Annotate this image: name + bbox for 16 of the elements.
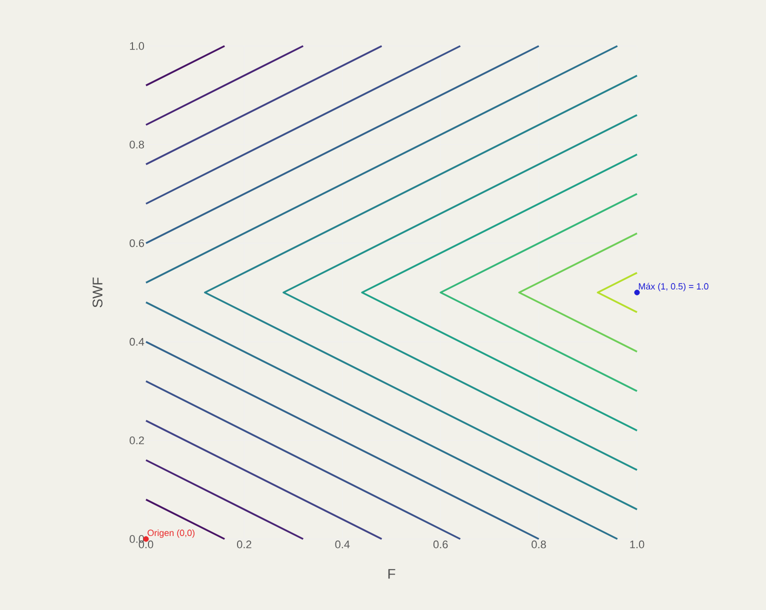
annotation: Origen (0,0) xyxy=(148,529,194,538)
y-tick-label: 1.0 xyxy=(130,42,144,50)
y-tick-label: 0.2 xyxy=(130,436,144,444)
x-tick-label: 0.6 xyxy=(433,540,448,548)
y-tick-label: 0.4 xyxy=(130,338,144,346)
x-tick-label: 0.4 xyxy=(335,540,350,548)
x-tick-label: 0.0 xyxy=(138,540,154,548)
y-tick-label: 0.0 xyxy=(130,535,144,543)
x-axis-title: F xyxy=(388,569,396,579)
x-tick-label: 0.8 xyxy=(532,540,546,548)
y-tick-label: 0.6 xyxy=(130,239,144,248)
y-tick-label: 0.8 xyxy=(130,140,144,148)
x-tick-label: 1.0 xyxy=(630,540,644,548)
y-axis-title: SWF xyxy=(92,278,102,308)
annotation: Máx (1, 0.5) = 1.0 xyxy=(638,282,708,292)
x-tick-label: 0.2 xyxy=(237,540,252,548)
